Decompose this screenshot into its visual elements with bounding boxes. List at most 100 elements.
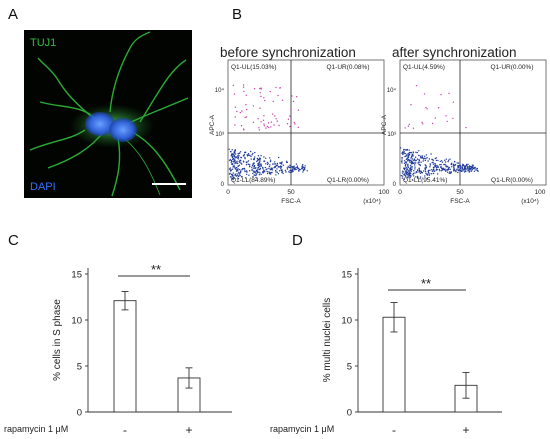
cell-event-dot	[287, 118, 290, 121]
cell-event-dot	[241, 169, 243, 171]
cell-event-dot	[432, 163, 435, 165]
cell-event-dot	[232, 172, 234, 174]
cell-event-dot	[412, 127, 415, 129]
dapi-label: DAPI	[30, 181, 56, 193]
cell-event-dot	[437, 159, 439, 162]
cell-event-dot	[429, 173, 431, 175]
cell-event-dot	[440, 93, 442, 96]
cell-event-dot	[268, 167, 270, 170]
cell-event-dot	[402, 175, 404, 177]
cell-event-dot	[446, 168, 448, 171]
cell-event-dot	[236, 160, 238, 162]
cell-event-dot	[263, 123, 265, 125]
cell-event-dot	[410, 164, 412, 167]
cell-event-dot	[418, 163, 420, 166]
x-tick-label: 0	[226, 189, 230, 196]
cell-event-dot	[451, 162, 453, 164]
cell-event-dot	[457, 167, 459, 169]
cell-event-dot	[296, 96, 298, 98]
cell-event-dot	[238, 173, 241, 175]
quadrant-ll-label: Q1-LL(84.89%)	[231, 177, 275, 184]
cell-event-dot	[401, 170, 404, 172]
cell-event-dot	[250, 158, 252, 160]
cell-event-dot	[276, 120, 278, 122]
cell-event-dot	[451, 166, 453, 168]
cell-event-dot	[235, 156, 237, 159]
cell-event-dot	[277, 94, 279, 97]
cell-event-dot	[423, 170, 425, 172]
cell-event-dot	[468, 167, 470, 170]
x-unit-label: (x10⁴)	[363, 198, 381, 205]
cell-event-dot	[404, 174, 406, 176]
cell-event-dot	[266, 168, 268, 170]
cell-event-dot	[242, 86, 245, 88]
cell-event-dot	[271, 169, 274, 171]
cell-event-dot	[258, 127, 260, 129]
category-label: +	[185, 423, 192, 437]
cell-event-dot	[406, 148, 408, 151]
cell-event-dot	[423, 93, 426, 95]
cell-event-dot	[436, 168, 438, 171]
cell-event-dot	[434, 157, 436, 160]
cell-event-dot	[275, 171, 277, 173]
cell-event-dot	[459, 170, 461, 172]
cell-event-dot	[271, 167, 273, 170]
cell-event-dot	[455, 170, 457, 173]
cell-event-dot	[247, 153, 250, 155]
cell-event-dot	[237, 155, 239, 157]
y-tick-label: 5	[77, 362, 82, 373]
cell-event-dot	[412, 151, 415, 154]
cell-event-dot	[264, 99, 266, 102]
cell-event-dot	[232, 174, 234, 177]
flow-plot-title: after synchronization	[392, 45, 517, 60]
cell-event-dot	[259, 107, 261, 109]
cell-event-dot	[239, 174, 241, 177]
cell-event-dot	[434, 117, 436, 119]
cell-event-dot	[237, 156, 240, 159]
cell-event-dot	[405, 166, 407, 169]
cell-event-dot	[244, 169, 246, 171]
cell-event-dot	[401, 160, 403, 163]
cell-event-dot	[457, 162, 460, 164]
cell-event-dot	[234, 174, 236, 176]
cell-event-dot	[475, 169, 477, 171]
cell-event-dot	[428, 174, 431, 176]
cell-event-dot	[269, 173, 272, 175]
cell-event-dot	[230, 162, 232, 164]
bar-chart-multi-nuclei: % multi nuclei cells rapamycin 1 μM ** 0…	[270, 268, 502, 437]
cell-event-dot	[239, 112, 241, 114]
cell-event-dot	[281, 99, 284, 102]
cell-event-dot	[232, 166, 234, 168]
y-tick-label: 15	[71, 270, 82, 281]
cell-event-dot	[400, 175, 402, 177]
cell-event-dot	[407, 153, 409, 155]
cell-event-dot	[253, 164, 256, 167]
cell-event-dot	[269, 157, 271, 159]
cell-event-dot	[233, 93, 236, 95]
cell-event-dot	[229, 158, 231, 161]
quadrant-ur-label: Q1-UR(0.08%)	[327, 64, 370, 71]
quadrant-ul-label: Q1-UL(15.03%)	[231, 64, 277, 71]
cell-event-dot	[426, 108, 428, 110]
cell-event-dot	[259, 87, 261, 90]
cell-event-dot	[466, 168, 468, 170]
cell-event-dot	[255, 176, 257, 179]
cell-event-dot	[260, 164, 262, 166]
cell-event-dot	[421, 155, 424, 157]
cell-event-dot	[412, 153, 414, 155]
cell-event-dot	[405, 171, 407, 173]
cell-event-dot	[243, 129, 245, 131]
cell-event-dot	[418, 171, 421, 173]
cell-event-dot	[255, 171, 257, 173]
y-axis-label: APC-A	[381, 114, 388, 135]
cell-event-dot	[243, 153, 246, 156]
cell-event-dot	[471, 166, 473, 169]
cell-event-dot	[473, 167, 476, 169]
cell-event-dot	[233, 158, 235, 161]
cell-event-dot	[268, 165, 271, 168]
cell-event-dot	[238, 152, 241, 154]
cell-event-dot	[272, 100, 274, 103]
cell-event-dot	[276, 164, 278, 166]
cell-event-dot	[415, 162, 417, 164]
cell-event-dot	[296, 166, 299, 169]
